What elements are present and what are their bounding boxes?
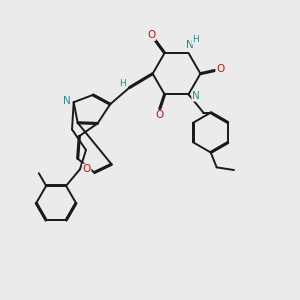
Text: O: O [155,110,164,120]
Text: N: N [62,96,70,106]
Text: O: O [147,30,155,40]
Text: H: H [119,79,125,88]
Text: O: O [82,164,91,174]
Text: N: N [192,91,200,101]
Text: O: O [216,64,224,74]
Text: N: N [186,40,194,50]
Text: H: H [192,35,199,44]
